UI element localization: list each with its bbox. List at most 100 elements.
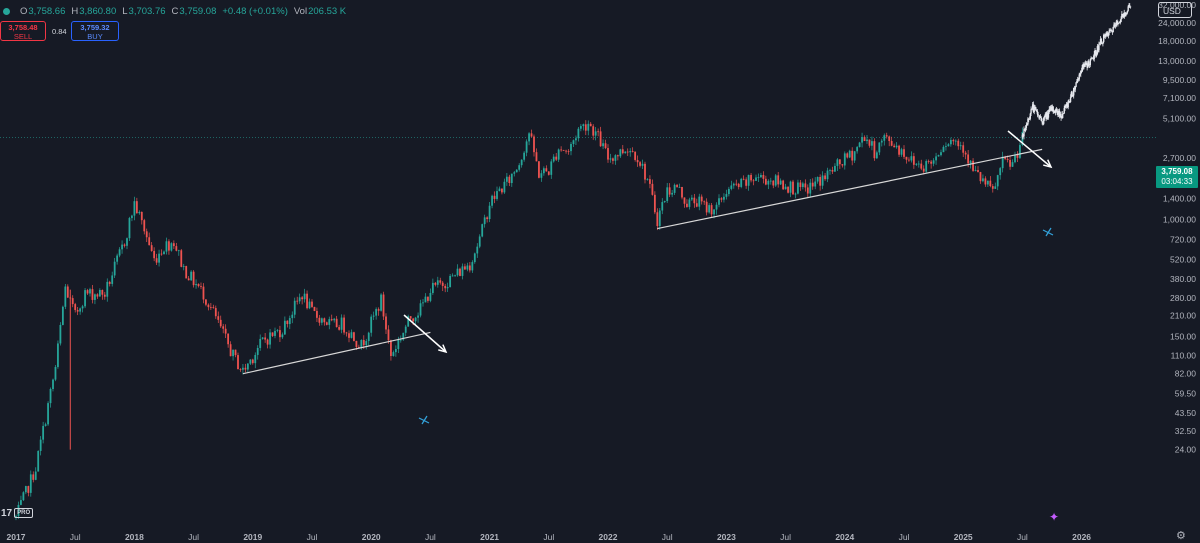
candle	[227, 333, 230, 345]
candle	[809, 182, 812, 194]
projection-candle	[1025, 125, 1028, 128]
candle	[441, 282, 444, 286]
candle	[316, 310, 318, 318]
candle	[508, 176, 511, 184]
candle	[182, 266, 185, 267]
candle	[663, 201, 666, 203]
candle	[937, 155, 940, 157]
bar-countdown: 03:04:33	[1161, 177, 1193, 186]
candle	[42, 425, 45, 440]
candle	[656, 212, 659, 227]
projection-candle	[1099, 39, 1102, 44]
time-tick-label: Jul	[70, 532, 81, 542]
buy-button[interactable]: 3,759.32 BUY	[71, 21, 119, 41]
candle	[454, 275, 456, 277]
candle	[229, 344, 232, 357]
candle	[256, 347, 259, 355]
candle	[313, 306, 316, 311]
projection-candle	[1090, 58, 1092, 60]
projection-candle	[1046, 113, 1049, 118]
sell-button[interactable]: 3,758.48 SELL	[0, 21, 46, 41]
projection-candle	[1083, 63, 1085, 68]
trendlines[interactable]	[242, 148, 1043, 375]
candle	[745, 179, 748, 186]
projection-candle	[1095, 54, 1098, 56]
candle	[646, 179, 649, 180]
candle	[760, 175, 762, 178]
candle	[575, 138, 577, 141]
close-value: 3,759.08	[179, 5, 217, 17]
projection-candle	[1063, 108, 1065, 114]
pro-badge: PRO	[14, 508, 34, 518]
time-tick-label: 2020	[362, 532, 381, 542]
projection-candle	[1045, 114, 1047, 119]
candle	[710, 205, 713, 215]
candle	[436, 280, 439, 285]
candle	[727, 188, 730, 195]
candle	[71, 298, 74, 305]
candle-wicks	[15, 120, 1023, 521]
projection-candle	[1088, 64, 1091, 66]
candle	[348, 333, 350, 338]
projection-candle	[1104, 35, 1106, 37]
candle	[838, 159, 841, 165]
candle	[444, 285, 447, 289]
candle	[461, 266, 464, 276]
candle	[954, 140, 957, 142]
projection-candle	[1074, 86, 1076, 90]
market-status-icon	[3, 7, 10, 15]
candle	[345, 332, 348, 334]
candle	[917, 163, 920, 165]
currency-selector[interactable]: USD	[1158, 2, 1192, 18]
candle	[20, 500, 22, 505]
candle	[79, 308, 82, 312]
projection-candle	[1102, 41, 1104, 44]
gear-icon[interactable]: ⚙	[1176, 530, 1186, 542]
projection-candle	[1117, 22, 1119, 24]
candle	[774, 175, 777, 186]
candle	[98, 289, 101, 297]
projection-candle	[1052, 106, 1054, 111]
projection-candle	[1061, 117, 1063, 119]
time-tick-label: 2021	[480, 532, 499, 542]
candle	[61, 306, 64, 325]
price-axis[interactable]: 32,000.00 24,000.00 18,000.00 13,000.00 9,50…	[1158, 0, 1196, 454]
projection-candle	[1024, 127, 1027, 131]
candle	[244, 367, 247, 370]
candle	[538, 161, 540, 178]
candle	[478, 236, 481, 247]
candle	[525, 141, 528, 153]
candle	[666, 187, 669, 202]
price-tick-label: 380.00	[1170, 274, 1196, 284]
projection-candle	[1056, 109, 1058, 114]
candle	[737, 183, 740, 187]
candle	[214, 308, 217, 317]
candle	[308, 301, 311, 309]
candle	[429, 292, 432, 301]
projection-candle	[1065, 105, 1067, 107]
projection-candle	[1124, 12, 1126, 17]
price-tick-label: 82.00	[1175, 369, 1197, 379]
time-axis[interactable]: 2017 Jul 2018 Jul 2019 Jul 2020 Jul 2021 Jul 2022 J…	[7, 532, 1092, 542]
candle	[350, 332, 353, 338]
projection-candle	[1075, 82, 1077, 87]
candle	[856, 147, 859, 152]
candle	[730, 185, 733, 189]
magic-wand-icon[interactable]: ✦	[1049, 510, 1060, 524]
cross-marker	[1045, 227, 1052, 237]
candle	[261, 337, 264, 339]
projection-candle	[1048, 109, 1050, 113]
candle	[217, 316, 220, 320]
candle	[57, 343, 59, 367]
candle	[362, 339, 365, 346]
projection-candle	[1046, 113, 1048, 119]
tradingview-logo[interactable]: 17 PRO	[1, 508, 34, 519]
candle	[594, 131, 597, 136]
candle	[905, 156, 908, 160]
projection-candle	[1107, 32, 1110, 36]
candle	[417, 315, 419, 318]
candle	[883, 135, 886, 141]
projection-candle	[1080, 70, 1083, 72]
time-tick-label: Jul	[662, 532, 673, 542]
